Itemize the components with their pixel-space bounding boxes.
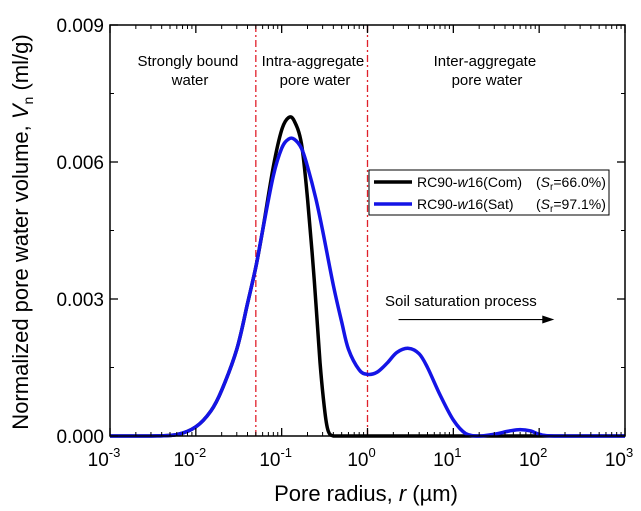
y-tick-label: 0.003	[56, 290, 104, 311]
saturation-annotation: Soil saturation process	[385, 293, 555, 324]
saturation-arrowhead	[542, 315, 555, 324]
legend-sr-com: (Sr=66.0%)	[536, 174, 606, 193]
y-tick-label: 0.009	[56, 16, 104, 37]
x-tick-labels: 10-3 10-2 10-1 100 101 102 103	[88, 445, 634, 471]
x-axis-title: Pore radius, r (µm)	[274, 481, 458, 506]
legend-sr-sat: (Sr=97.1%)	[536, 196, 606, 215]
x-tick-label: 10-1	[259, 445, 292, 471]
region-label-inter-aggregate: Inter-aggregate pore water	[434, 53, 541, 89]
x-tick-label: 10-2	[173, 445, 206, 471]
region-labels: Strongly bound water Intra-aggregate por…	[137, 53, 541, 89]
x-tick-label: 102	[519, 445, 547, 471]
legend-box	[368, 169, 610, 216]
region-separators	[255, 25, 369, 436]
legend-label-sat: RC90-w16(Sat)	[417, 196, 514, 212]
x-tick-label: 10-3	[88, 445, 121, 471]
x-tick-label: 103	[605, 445, 633, 471]
y-tick-label: 0.006	[56, 153, 104, 174]
x-tick-label: 100	[347, 445, 375, 471]
x-tick-label: 101	[433, 445, 461, 471]
axis-ticks	[109, 24, 626, 437]
region-label-intra-aggregate: Intra-aggregate pore water	[262, 53, 369, 89]
y-axis-title: Normalized pore water volume, Vn (ml/g)	[8, 34, 36, 429]
y-tick-labels: 0.000 0.003 0.006 0.009	[56, 16, 104, 448]
series-line-sat	[110, 136, 625, 438]
legend: RC90-w16(Com) (Sr=66.0%) RC90-w16(Sat) (…	[368, 169, 610, 216]
legend-label-com: RC90-w16(Com)	[417, 174, 522, 190]
y-tick-label: 0.000	[56, 427, 104, 448]
region-label-strongly-bound: Strongly bound water	[137, 53, 242, 89]
saturation-annotation-text: Soil saturation process	[385, 293, 537, 310]
